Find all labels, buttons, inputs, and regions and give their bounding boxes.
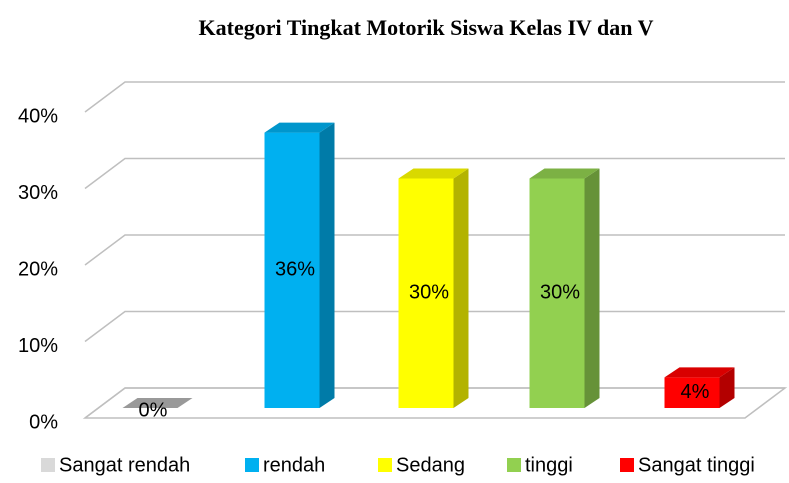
bar bbox=[122, 398, 193, 408]
legend-label: Sedang bbox=[396, 454, 465, 476]
bar-front bbox=[264, 132, 320, 408]
bar-front bbox=[398, 178, 454, 408]
legend-swatch bbox=[378, 458, 392, 472]
bar-top bbox=[398, 168, 469, 179]
data-label: 30% bbox=[540, 282, 580, 304]
grid-line bbox=[84, 157, 785, 190]
legend-label: tinggi bbox=[525, 454, 573, 476]
legend-swatch bbox=[245, 458, 259, 472]
bar-front bbox=[664, 377, 720, 408]
bar-top bbox=[122, 398, 193, 408]
legend-swatch bbox=[507, 458, 521, 472]
legend-label: Sangat rendah bbox=[59, 454, 190, 476]
bar-side bbox=[584, 168, 600, 408]
bar-side bbox=[319, 122, 335, 408]
legend-label: rendah bbox=[263, 454, 325, 476]
bar-front bbox=[529, 178, 585, 408]
grid-line-segment bbox=[84, 157, 785, 190]
grid-line-segment bbox=[84, 81, 785, 113]
bar-side bbox=[453, 168, 469, 408]
data-label: 0% bbox=[139, 399, 168, 421]
y-tick-label: 0% bbox=[29, 411, 58, 433]
chart-title: Kategori Tingkat Motorik Siswa Kelas IV … bbox=[199, 15, 654, 40]
y-tick-label: 40% bbox=[18, 105, 58, 127]
bar-top bbox=[529, 168, 600, 179]
y-tick-label: 10% bbox=[18, 335, 58, 357]
data-label: 36% bbox=[275, 259, 315, 281]
bar bbox=[264, 122, 335, 408]
bar bbox=[529, 168, 600, 408]
bar bbox=[664, 367, 735, 408]
bar bbox=[398, 168, 469, 408]
y-tick-label: 30% bbox=[18, 182, 58, 204]
grid-line bbox=[84, 81, 785, 113]
bar-top bbox=[264, 122, 335, 133]
bar-side bbox=[719, 367, 735, 408]
y-tick-label: 20% bbox=[18, 258, 58, 280]
legend-swatch bbox=[620, 458, 634, 472]
legend-swatch bbox=[41, 458, 55, 472]
bar-top bbox=[664, 367, 735, 378]
legend-label: Sangat tinggi bbox=[638, 454, 755, 476]
data-label: 4% bbox=[681, 381, 710, 403]
data-label: 30% bbox=[409, 282, 449, 304]
